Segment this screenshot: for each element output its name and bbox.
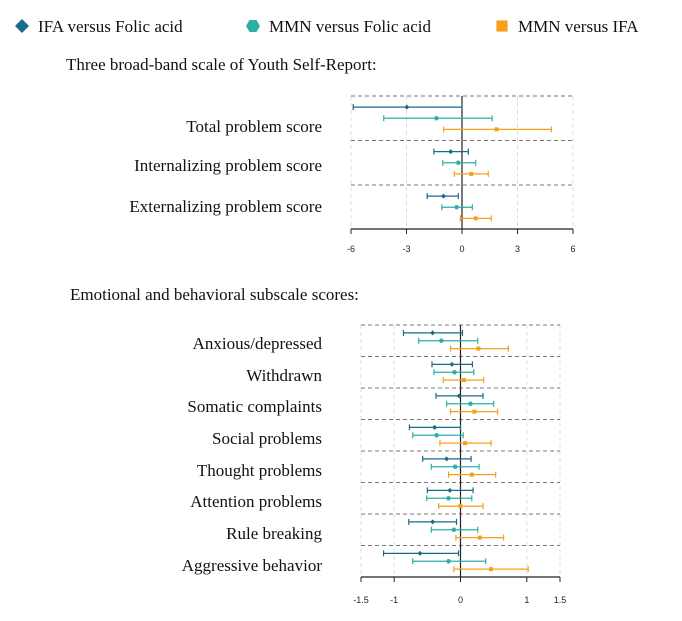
- legend-entry: IFA versus Folic acid: [38, 17, 183, 36]
- point-estimate-marker: [458, 504, 463, 509]
- point-estimate-marker: [469, 171, 474, 176]
- panel-title: Emotional and behavioral subscale scores…: [70, 285, 359, 304]
- category-label: Total problem score: [186, 117, 322, 136]
- x-tick-label: 0: [458, 595, 463, 605]
- x-tick-label: -1: [390, 595, 398, 605]
- point-estimate-marker: [456, 393, 462, 399]
- category-label: Rule breaking: [226, 524, 322, 543]
- forest-panel-1: Three broad-band scale of Youth Self-Rep…: [66, 55, 576, 254]
- legend-marker-hexagon-icon: [246, 19, 260, 33]
- point-estimate-marker: [463, 441, 468, 446]
- point-estimate-marker: [433, 116, 439, 121]
- panel-title: Three broad-band scale of Youth Self-Rep…: [66, 55, 377, 74]
- point-estimate-marker: [438, 338, 444, 343]
- category-label: Internalizing problem score: [134, 156, 322, 175]
- point-estimate-marker: [477, 535, 482, 540]
- point-estimate-marker: [472, 409, 477, 414]
- point-estimate-marker: [404, 104, 410, 110]
- category-label: Somatic complaints: [187, 397, 322, 416]
- x-tick-label: 1.5: [554, 595, 567, 605]
- point-estimate-marker: [452, 464, 458, 469]
- x-tick-label: 0: [459, 244, 464, 254]
- point-estimate-marker: [489, 567, 494, 572]
- point-estimate-marker: [430, 330, 436, 336]
- category-label: Thought problems: [197, 461, 322, 480]
- category-label: Social problems: [212, 429, 322, 448]
- point-estimate-marker: [446, 496, 452, 501]
- point-estimate-marker: [434, 433, 440, 438]
- category-label: Anxious/depressed: [193, 334, 323, 353]
- point-estimate-marker: [447, 487, 453, 493]
- category-label: Externalizing problem score: [129, 197, 322, 216]
- point-estimate-marker: [476, 346, 481, 351]
- x-tick-label: 1: [524, 595, 529, 605]
- point-estimate-marker: [452, 370, 458, 375]
- x-tick-label: 3: [515, 244, 520, 254]
- forest-panel-2: Emotional and behavioral subscale scores…: [70, 285, 566, 605]
- point-estimate-marker: [441, 193, 446, 199]
- point-estimate-marker: [455, 160, 461, 165]
- category-label: Attention problems: [190, 492, 322, 511]
- legend-marker-diamond-icon: [15, 19, 29, 33]
- point-estimate-marker: [417, 550, 423, 556]
- point-estimate-marker: [448, 149, 454, 155]
- legend-entry: MMN versus Folic acid: [269, 17, 431, 36]
- x-tick-label: 6: [570, 244, 575, 254]
- point-estimate-marker: [454, 205, 460, 210]
- point-estimate-marker: [469, 472, 474, 477]
- point-estimate-marker: [430, 519, 436, 525]
- point-estimate-marker: [432, 424, 438, 430]
- point-estimate-marker: [461, 378, 466, 383]
- point-estimate-marker: [494, 127, 499, 132]
- x-tick-label: -6: [347, 244, 355, 254]
- category-label: Aggressive behavior: [182, 556, 323, 575]
- x-tick-label: -3: [402, 244, 410, 254]
- point-estimate-marker: [473, 216, 478, 221]
- category-label: Withdrawn: [246, 366, 322, 385]
- x-tick-label: -1.5: [353, 595, 369, 605]
- point-estimate-marker: [467, 401, 473, 406]
- legend-marker-square-icon: [496, 20, 508, 32]
- point-estimate-marker: [446, 559, 452, 564]
- point-estimate-marker: [444, 456, 450, 462]
- point-estimate-marker: [451, 527, 457, 532]
- legend-entry: MMN versus IFA: [518, 17, 639, 36]
- point-estimate-marker: [449, 361, 455, 367]
